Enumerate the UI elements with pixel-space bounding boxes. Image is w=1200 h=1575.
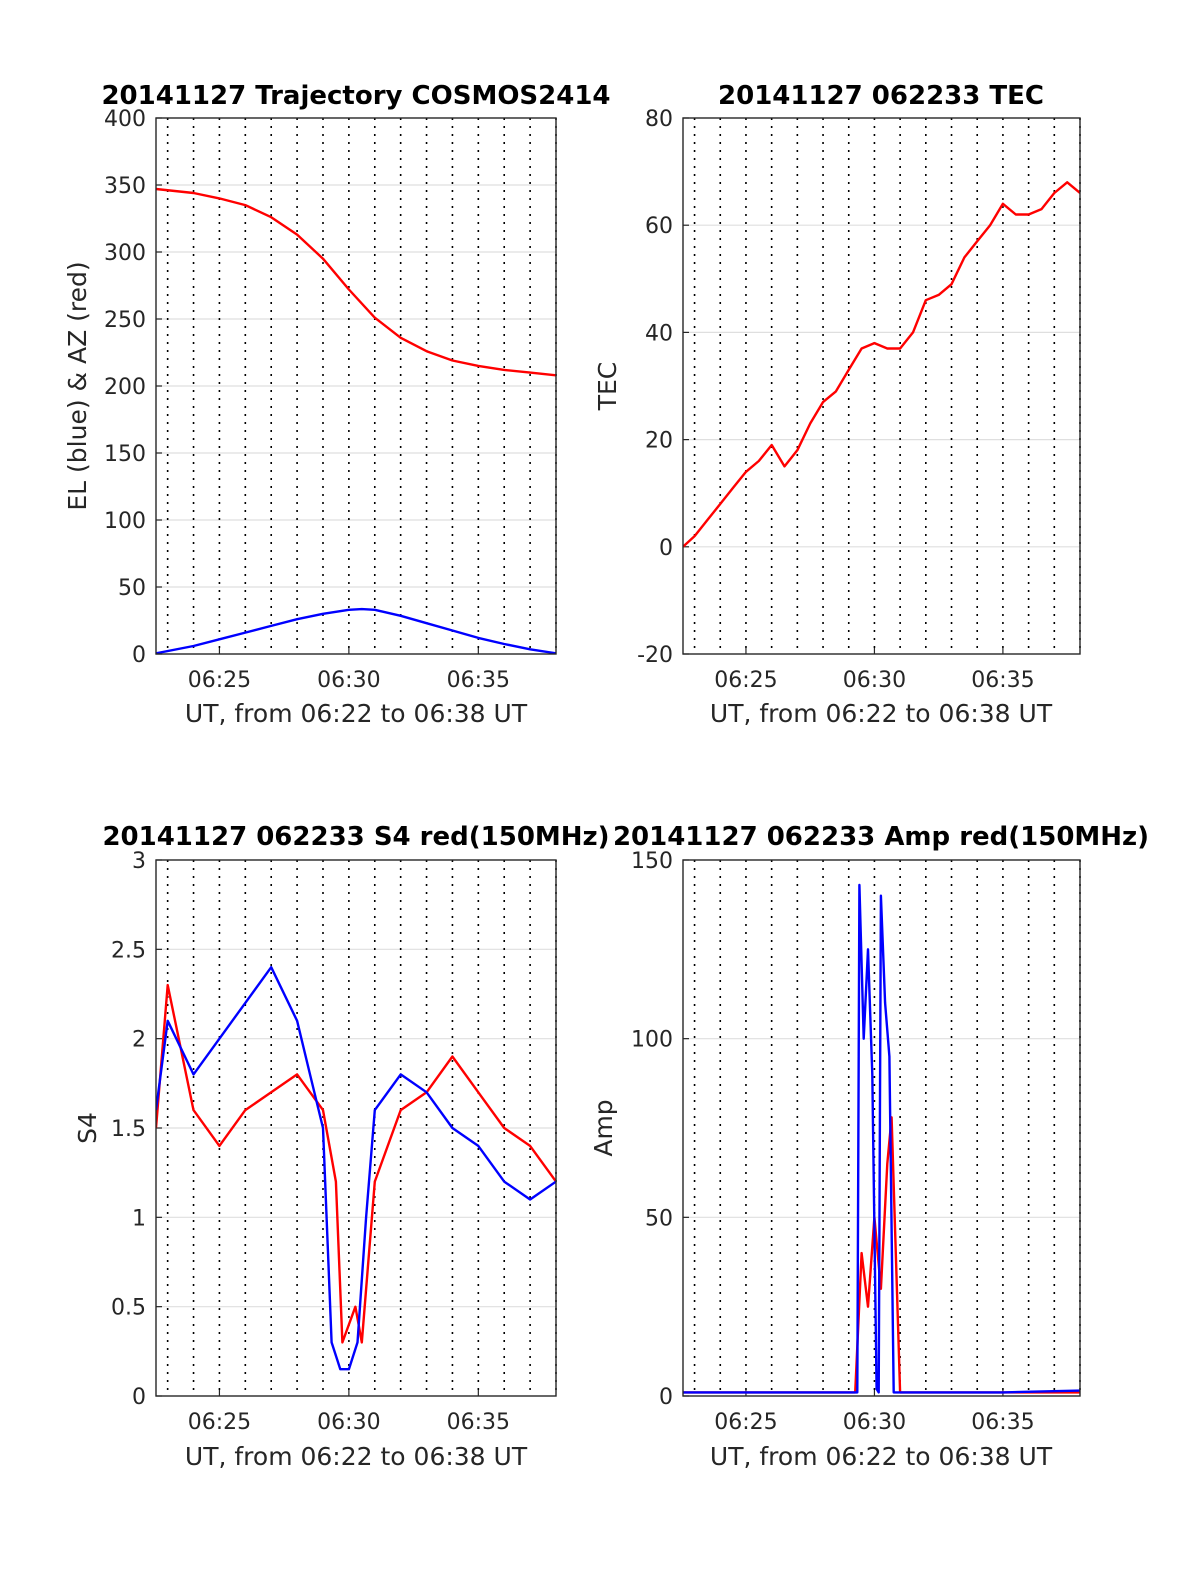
- x-axis-label: UT, from 06:22 to 06:38 UT: [710, 1442, 1053, 1471]
- y-tick-label: 100: [104, 509, 146, 534]
- x-tick-label: 06:30: [843, 668, 906, 693]
- y-axis-label: TEC: [593, 362, 622, 412]
- y-tick-label: 0: [659, 1385, 673, 1410]
- chart-title: 20141127 062233 S4 red(150MHz): [102, 822, 609, 852]
- x-tick-label: 06:35: [447, 1410, 510, 1435]
- y-tick-label: 400: [104, 107, 146, 132]
- y-tick-label: 0: [132, 643, 146, 668]
- y-axis-label: Amp: [589, 1099, 618, 1156]
- chart-title: 20141127 Trajectory COSMOS2414: [101, 81, 610, 111]
- y-tick-label: 1: [132, 1206, 146, 1231]
- x-tick-label: 06:25: [714, 668, 777, 693]
- chart-title: 20141127 062233 Amp red(150MHz): [613, 822, 1149, 852]
- y-tick-label: 0: [659, 536, 673, 561]
- y-tick-label: -20: [637, 643, 673, 668]
- y-tick-label: 250: [104, 308, 146, 333]
- x-tick-label: 06:25: [714, 1410, 777, 1435]
- x-axis-label: UT, from 06:22 to 06:38 UT: [185, 699, 528, 728]
- y-tick-label: 150: [104, 442, 146, 467]
- y-tick-label: 100: [631, 1028, 673, 1053]
- plot-frame: [682, 117, 1081, 655]
- y-tick-label: 80: [645, 107, 673, 132]
- series-line: [156, 187, 556, 377]
- x-axis-label: UT, from 06:22 to 06:38 UT: [185, 1442, 528, 1471]
- chart-title: 20141127 062233 TEC: [718, 81, 1044, 111]
- x-tick-label: 06:25: [188, 668, 251, 693]
- x-tick-label: 06:35: [447, 668, 510, 693]
- y-tick-label: 3: [132, 849, 146, 874]
- y-tick-label: 2: [132, 1028, 146, 1053]
- series-line: [156, 983, 556, 1344]
- y-tick-label: 350: [104, 174, 146, 199]
- y-axis-label: EL (blue) & AZ (red): [63, 261, 92, 510]
- y-tick-label: 300: [104, 241, 146, 266]
- y-axis-label: S4: [73, 1112, 102, 1144]
- x-tick-label: 06:25: [188, 1410, 251, 1435]
- panel-s4: 20141127 062233 S4 red(150MHz) S4 UT, fr…: [73, 822, 610, 1471]
- y-tick-label: 60: [645, 214, 673, 239]
- series-line: [683, 181, 1080, 548]
- series-line: [156, 607, 556, 654]
- y-tick-label: 40: [645, 321, 673, 346]
- series-line: [156, 966, 556, 1371]
- y-tick-label: 0: [132, 1385, 146, 1410]
- plot-frame: [155, 859, 557, 1397]
- y-tick-label: 200: [104, 375, 146, 400]
- y-tick-label: 20: [645, 429, 673, 454]
- panel-amp: 20141127 062233 Amp red(150MHz) Amp UT, …: [589, 822, 1149, 1471]
- series-line: [683, 1116, 1080, 1394]
- panel-tec: 20141127 062233 TEC TEC UT, from 06:22 t…: [593, 81, 1081, 728]
- y-tick-label: 1.5: [111, 1117, 146, 1142]
- y-tick-label: 0.5: [111, 1296, 146, 1321]
- plot-frame: [155, 117, 557, 655]
- x-tick-label: 06:35: [971, 1410, 1034, 1435]
- y-tick-label: 50: [118, 576, 146, 601]
- x-tick-label: 06:30: [843, 1410, 906, 1435]
- panel-trajectory: 20141127 Trajectory COSMOS2414 EL (blue)…: [63, 81, 611, 728]
- x-tick-label: 06:30: [317, 1410, 380, 1435]
- x-tick-label: 06:35: [971, 668, 1034, 693]
- y-tick-label: 150: [631, 849, 673, 874]
- series-line: [683, 883, 1080, 1394]
- x-axis-label: UT, from 06:22 to 06:38 UT: [710, 699, 1053, 728]
- y-tick-label: 2.5: [111, 938, 146, 963]
- y-tick-label: 50: [645, 1206, 673, 1231]
- x-tick-label: 06:30: [317, 668, 380, 693]
- plot-frame: [682, 859, 1081, 1397]
